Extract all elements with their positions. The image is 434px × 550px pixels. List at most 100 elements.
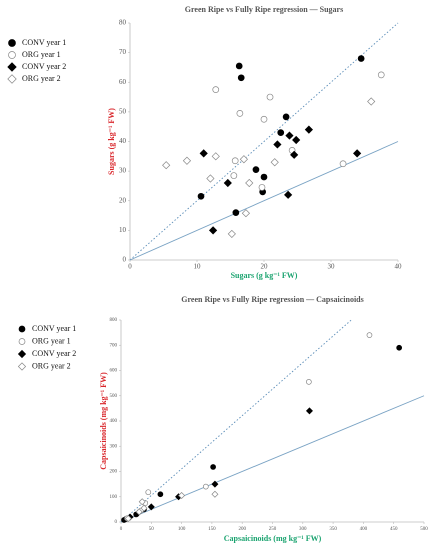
point (366, 332, 373, 338)
point (211, 480, 219, 488)
x-axis-label: Sugars (g kg⁻¹ FW) (231, 271, 298, 280)
point (197, 192, 205, 200)
point (237, 74, 245, 82)
y-tick-label: 40 (119, 137, 127, 145)
y-tick-label: 70 (119, 48, 127, 56)
point (147, 503, 155, 511)
point (260, 115, 268, 123)
point (339, 160, 347, 168)
x-tick-label: 40 (395, 263, 403, 271)
legend-label: CONV year 2 (22, 62, 66, 71)
point (258, 184, 266, 191)
reference-line (120, 395, 425, 523)
point (277, 129, 285, 136)
point (266, 93, 274, 101)
x-tick-label: 10 (194, 263, 202, 271)
x-axis-label: Capsaicinoids (mg kg⁻¹ FW) (224, 534, 322, 543)
point (157, 491, 164, 498)
point (162, 161, 171, 170)
x-tick-label: 100 (178, 527, 186, 532)
point (211, 152, 220, 161)
legend-marker (8, 39, 16, 47)
point (357, 55, 365, 62)
y-tick-label: 500 (110, 394, 118, 399)
x-tick-label: 500 (420, 527, 428, 532)
point (285, 131, 294, 140)
reference-line (129, 141, 399, 261)
x-tick-label: 50 (149, 527, 155, 532)
point (377, 71, 385, 79)
legend-label: CONV year 2 (32, 349, 76, 358)
point (290, 150, 299, 159)
chart-title: Green Ripe vs Fully Ripe regression — Su… (185, 5, 343, 14)
point (138, 498, 146, 506)
point (236, 110, 244, 117)
y-tick-label: 60 (119, 78, 127, 86)
legend-marker (18, 338, 26, 345)
legend-marker (7, 62, 17, 72)
point (223, 178, 232, 188)
y-tick-label: 200 (110, 470, 118, 475)
point (199, 149, 208, 158)
reference-line (120, 319, 352, 523)
reference-line (129, 22, 399, 261)
point (305, 407, 313, 415)
point (282, 113, 290, 121)
x-tick-label: 200 (238, 527, 246, 532)
y-tick-label: 700 (110, 343, 118, 348)
legend-label: ORG year 1 (22, 50, 61, 59)
y-tick-label: 30 (119, 167, 127, 175)
x-tick-label: 0 (128, 263, 132, 271)
legend-label: CONV year 1 (22, 38, 66, 47)
y-tick-label: 80 (119, 19, 127, 27)
point (260, 173, 268, 181)
x-tick-label: 350 (329, 527, 337, 532)
x-tick-label: 300 (299, 527, 307, 532)
x-tick-label: 250 (269, 527, 277, 532)
x-tick-label: 30 (328, 263, 336, 271)
y-tick-label: 50 (119, 107, 127, 115)
y-tick-label: 0 (115, 520, 118, 525)
point (210, 464, 216, 470)
point (212, 86, 220, 94)
y-tick-label: 20 (119, 196, 127, 204)
point (202, 483, 209, 490)
point (145, 489, 152, 496)
point (306, 379, 312, 385)
x-tick-label: 20 (261, 263, 269, 271)
legend-marker (7, 74, 17, 84)
point (396, 344, 403, 351)
point (182, 156, 192, 165)
x-tick-label: 450 (390, 527, 398, 532)
point (353, 149, 362, 158)
point (239, 155, 248, 164)
point (230, 172, 238, 179)
point (227, 229, 236, 239)
point (231, 157, 239, 165)
point (135, 508, 143, 516)
point (211, 490, 219, 498)
point (292, 135, 301, 145)
point (178, 491, 186, 499)
point (273, 140, 282, 149)
legend-label: CONV year 1 (32, 324, 76, 333)
y-tick-label: 0 (123, 256, 127, 264)
y-tick-label: 400 (110, 419, 118, 424)
point (124, 514, 132, 522)
legend-marker (17, 349, 27, 359)
point (206, 174, 215, 183)
legend-marker (18, 325, 26, 333)
legend-marker (17, 362, 27, 371)
point (208, 226, 218, 235)
point (232, 209, 240, 216)
point (270, 158, 279, 167)
x-tick-label: 0 (120, 527, 123, 532)
point (140, 504, 148, 512)
y-tick-label: 600 (110, 369, 118, 374)
y-tick-label: 10 (119, 226, 127, 234)
legend-label: ORG year 1 (32, 336, 71, 345)
legend-label: ORG year 2 (22, 74, 61, 83)
point (245, 178, 254, 188)
y-tick-label: 300 (110, 444, 118, 449)
point (367, 97, 376, 106)
